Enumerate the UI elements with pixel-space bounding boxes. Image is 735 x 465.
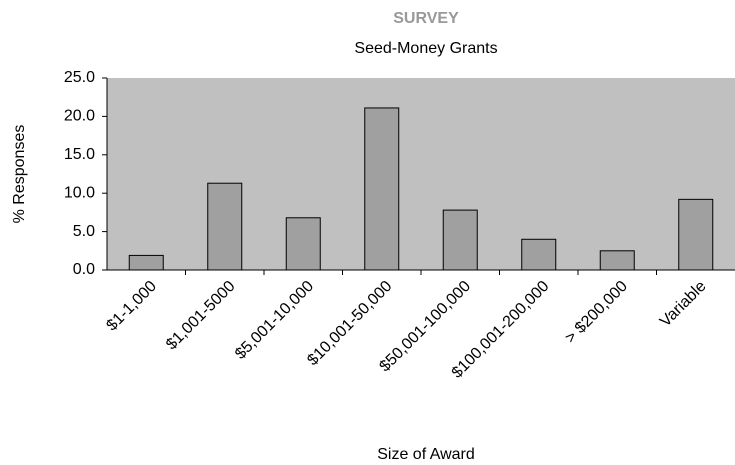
bar bbox=[364, 107, 400, 271]
bar bbox=[207, 182, 243, 271]
bar bbox=[128, 254, 164, 271]
bar bbox=[285, 217, 321, 271]
bar bbox=[442, 209, 478, 271]
x-axis-label: Size of Award bbox=[377, 446, 475, 463]
chart-title: SURVEY bbox=[393, 10, 459, 27]
x-tick-label: > $200,000 bbox=[562, 278, 631, 347]
y-tick-label: 0.0 bbox=[73, 261, 95, 278]
x-tick-label: $1,001-5000 bbox=[163, 278, 239, 354]
y-tick-label: 15.0 bbox=[64, 146, 95, 163]
y-axis-label: % Responses bbox=[11, 125, 28, 224]
plot-area bbox=[107, 78, 735, 270]
bar bbox=[521, 238, 557, 271]
bar bbox=[678, 198, 714, 271]
y-tick-label: 25.0 bbox=[64, 69, 95, 86]
x-tick-label: $5,001-10,000 bbox=[232, 278, 317, 363]
y-tick-label: 10.0 bbox=[64, 184, 95, 201]
chart-subtitle: Seed-Money Grants bbox=[354, 40, 497, 57]
x-tick-label: $10,001-50,000 bbox=[304, 278, 395, 369]
x-tick-label: Variable bbox=[657, 278, 710, 331]
y-tick-label: 5.0 bbox=[73, 223, 95, 240]
x-tick-label: $1-1,000 bbox=[103, 278, 160, 335]
y-tick-label: 20.0 bbox=[64, 108, 95, 125]
bar bbox=[599, 250, 635, 271]
